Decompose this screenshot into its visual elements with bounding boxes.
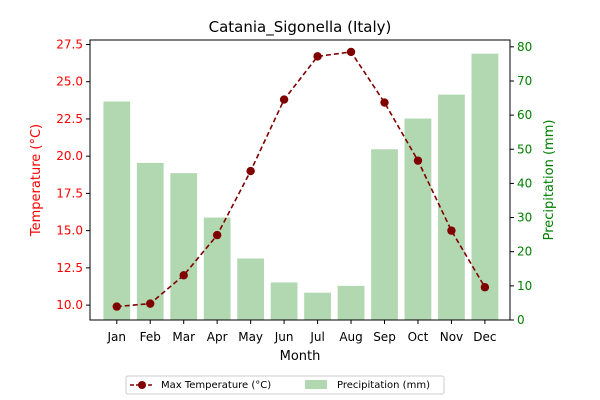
x-axis-label: Month — [280, 349, 321, 364]
left-tick-label: 20.0 — [56, 149, 83, 163]
point-feb — [146, 299, 155, 308]
point-dec — [480, 283, 490, 292]
point-aug — [346, 47, 356, 57]
legend-entry-temperature: Max Temperature (°C) — [161, 380, 271, 391]
right-axis-label: Precipitation (mm) — [542, 120, 557, 241]
legend-bar-swatch — [305, 380, 327, 389]
point-apr — [212, 230, 222, 240]
left-tick-label: 27.5 — [56, 37, 83, 51]
x-tick-label: Nov — [440, 330, 463, 344]
right-tick-label: 80 — [517, 40, 532, 54]
x-tick-label: Jan — [107, 330, 127, 344]
left-tick-label: 17.5 — [56, 186, 83, 200]
right-tick-label: 0 — [517, 313, 525, 327]
x-tick-label: Sep — [373, 330, 396, 344]
bar-may — [237, 258, 265, 320]
point-mar — [179, 271, 188, 280]
x-tick-label: Dec — [473, 330, 496, 344]
left-tick-label: 12.5 — [56, 261, 83, 275]
temperature-series-line — [116, 51, 486, 308]
point-jan — [112, 302, 121, 311]
left-tick-label: 22.5 — [56, 112, 83, 126]
bar-jul — [304, 292, 331, 320]
bar-nov — [438, 94, 465, 320]
right-tick-label: 50 — [517, 142, 532, 156]
right-tick-label: 30 — [517, 211, 532, 225]
right-tick-label: 70 — [517, 74, 532, 88]
x-tick-label: Aug — [339, 330, 362, 344]
point-jun — [279, 95, 289, 104]
point-sep — [380, 98, 389, 107]
bar-sep — [371, 149, 398, 320]
bar-jun — [270, 282, 298, 320]
right-tick-label: 40 — [517, 176, 532, 190]
right-tick-label: 20 — [517, 245, 532, 259]
left-tick-label: 10.0 — [56, 298, 83, 312]
temperature-line — [112, 47, 490, 311]
bar-oct — [404, 118, 432, 320]
legend-frame — [125, 375, 445, 395]
left-tick-label: 15.0 — [56, 224, 83, 238]
bar-aug — [337, 285, 365, 320]
x-tick-label: Mar — [172, 330, 195, 344]
x-tick-label: Oct — [408, 330, 429, 344]
point-jul — [313, 52, 322, 61]
legend-marker-swatch — [138, 381, 146, 389]
left-tick-label: 25.0 — [56, 75, 83, 89]
point-may — [246, 166, 255, 176]
bar-jan — [103, 101, 131, 321]
x-axis-ticks: Jan Feb Mar Apr May Jun Jul Aug Sep Oct Nov Dec — [107, 320, 497, 344]
point-nov — [447, 226, 456, 235]
plot-frame — [89, 39, 511, 321]
legend: Max Temperature (°C) Precipitation (mm) — [125, 375, 445, 395]
right-axis-ticks: 0 10 20 30 40 50 60 70 80 — [510, 40, 532, 327]
precipitation-bars — [103, 53, 499, 321]
x-tick-label: Feb — [140, 330, 161, 344]
chart-title: Catania_Sigonella (Italy) — [209, 18, 392, 37]
x-tick-label: May — [238, 330, 263, 344]
left-axis-label: Temperature (°C) — [29, 124, 44, 237]
x-tick-label: Jun — [274, 330, 294, 344]
left-axis-ticks: 10.0 12.5 15.0 17.5 20.0 22.5 25.0 27.5 — [56, 37, 90, 312]
x-tick-label: Apr — [207, 330, 228, 344]
legend-entry-precipitation: Precipitation (mm) — [337, 380, 430, 391]
right-tick-label: 10 — [517, 279, 532, 293]
right-tick-label: 60 — [517, 108, 532, 122]
bar-dec — [471, 53, 499, 320]
bar-mar — [170, 173, 198, 320]
x-tick-label: Jul — [309, 330, 324, 344]
bar-feb — [136, 162, 164, 320]
point-oct — [413, 156, 423, 165]
